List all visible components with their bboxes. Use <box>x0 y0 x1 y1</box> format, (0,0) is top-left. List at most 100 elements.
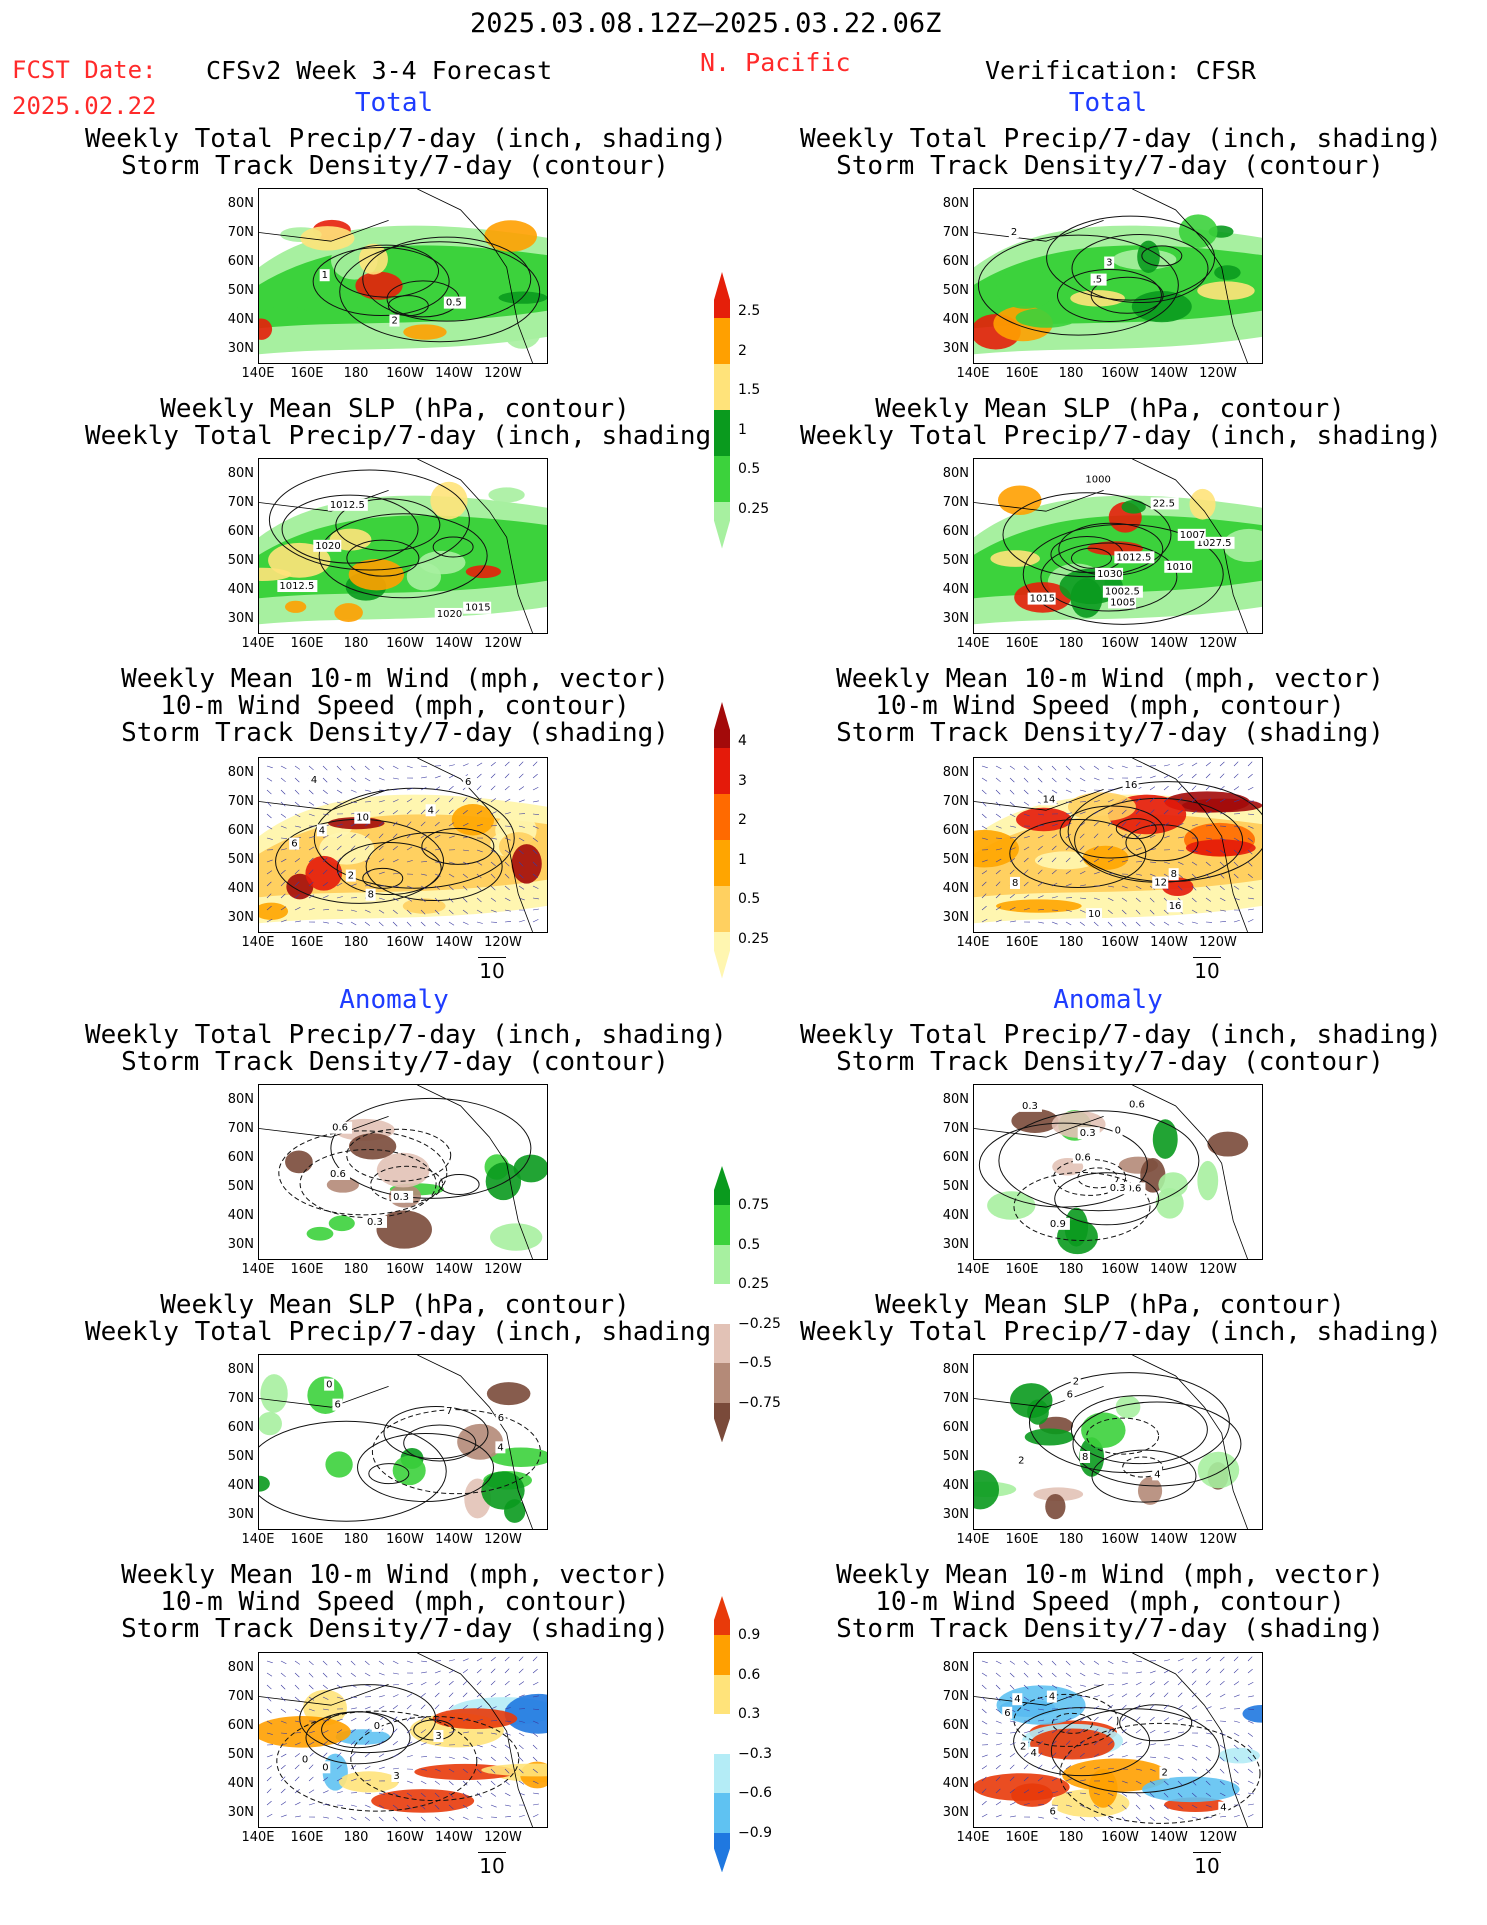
wind-vector <box>1177 809 1183 815</box>
wind-vector <box>406 1704 412 1710</box>
contour-label-bg <box>1016 1454 1027 1467</box>
wind-vector <box>378 1766 385 1770</box>
coastline <box>974 459 1248 633</box>
contour-line <box>299 1684 437 1754</box>
contour-label: 3 <box>393 1771 399 1782</box>
colorbar-segment <box>714 1323 730 1364</box>
wind-vector <box>420 1780 427 1785</box>
wind-vector <box>1163 764 1170 767</box>
wind-vector <box>1023 1752 1029 1758</box>
section-total-fcst: Total <box>354 88 434 118</box>
wind-vector <box>1065 777 1071 782</box>
wind-vector <box>1205 811 1212 815</box>
wind-vector <box>308 857 314 863</box>
wind-vector <box>1037 1672 1043 1678</box>
coastline <box>259 189 533 363</box>
wind-vector <box>1247 800 1254 803</box>
lat-tick: 60N <box>227 1150 254 1165</box>
contour-line <box>1119 1704 1193 1742</box>
contour-line <box>330 1097 532 1199</box>
wind-vector <box>981 1672 988 1677</box>
wind-vector <box>1107 833 1113 839</box>
wind-vector <box>462 909 468 914</box>
wind-vector <box>378 897 385 901</box>
wind-vector <box>1051 845 1057 851</box>
contour-label-bg <box>1164 560 1193 573</box>
wind-vector <box>420 1729 427 1734</box>
wind-vector <box>336 1740 342 1746</box>
wind-vector <box>378 1705 385 1710</box>
wind-vector <box>1023 1660 1029 1666</box>
shading-blob <box>490 1223 543 1251</box>
wind-vector <box>1191 873 1197 879</box>
wind-vector <box>532 1720 539 1724</box>
wind-vector <box>378 921 384 927</box>
wind-vector <box>490 1780 496 1786</box>
wind-vector <box>308 846 315 851</box>
wind-vector <box>1121 833 1127 839</box>
wind-vector <box>1247 1780 1254 1784</box>
wind-vector <box>1177 1816 1184 1820</box>
wind-vector <box>378 858 385 863</box>
wind-vector <box>1177 1658 1184 1662</box>
wind-vector <box>1065 1804 1072 1807</box>
wind-vector <box>1219 1756 1225 1762</box>
wind-vector <box>504 1780 510 1786</box>
wind-vector <box>1051 882 1058 887</box>
colorbar-segment <box>714 272 730 319</box>
wind-vector <box>448 1780 454 1786</box>
wind-vector <box>294 1696 300 1702</box>
wind-vector <box>1093 845 1099 851</box>
wind-vector <box>462 1692 468 1698</box>
wind-vector <box>350 789 357 793</box>
contour-label-bg <box>1040 793 1057 806</box>
wind-vector <box>420 1804 426 1810</box>
lon-tick: 140E <box>241 935 275 950</box>
wind-vector <box>490 1744 497 1749</box>
map-ver-total-wind: 10 12 8 8 16 14 16 <box>973 757 1263 933</box>
lat-tick: 30N <box>942 1237 969 1252</box>
contour-label: 1007 <box>1180 530 1205 541</box>
wind-vector <box>364 765 370 771</box>
lat-tick: 50N <box>227 1449 254 1464</box>
wind-vector <box>350 1740 356 1746</box>
colorbar-segment <box>714 1244 730 1285</box>
wind-vector <box>476 897 482 903</box>
wind-vector <box>1079 1706 1086 1710</box>
wind-vector <box>294 1788 300 1794</box>
contour-label-bg <box>289 837 300 850</box>
wind-vector <box>532 1803 539 1806</box>
wind-vector <box>518 773 524 779</box>
wind-vector <box>462 823 469 827</box>
wind-vector <box>462 1718 469 1722</box>
wind-vector <box>448 885 454 891</box>
wind-vector <box>420 847 427 851</box>
wind-vector <box>1219 897 1226 902</box>
contour-label-bg <box>371 1719 382 1732</box>
wind-vector <box>995 801 1001 807</box>
wind-vector <box>1191 921 1198 924</box>
wind-vector <box>1191 1705 1198 1710</box>
wind-vector <box>1149 1670 1156 1674</box>
wind-vector <box>1037 765 1043 771</box>
colorbar-label: 0.5 <box>738 891 761 908</box>
wind-vector <box>995 1672 1001 1678</box>
colorbar-label: 2 <box>738 812 747 829</box>
lat-tick: 40N <box>942 582 969 597</box>
wind-vector <box>1177 1692 1183 1698</box>
wind-vector <box>280 1696 286 1702</box>
contour-label-bg <box>495 1411 506 1424</box>
wind-vector <box>1247 786 1254 791</box>
wind-vector <box>420 1660 427 1663</box>
wind-vector <box>981 881 987 887</box>
contour-label: 1010 <box>1166 562 1191 573</box>
wind-vector <box>1079 811 1086 815</box>
contour-line <box>1091 1449 1197 1503</box>
contour-line <box>1056 268 1162 322</box>
lat-tick: 80N <box>942 1362 969 1377</box>
shading-blob <box>1121 499 1146 514</box>
panel-title-line: Weekly Mean 10-m Wind (mph, vector) <box>836 664 1384 694</box>
panel-title-line: Storm Track Density/7-day (shading) <box>836 718 1384 748</box>
contour-label: 4 <box>311 775 317 786</box>
